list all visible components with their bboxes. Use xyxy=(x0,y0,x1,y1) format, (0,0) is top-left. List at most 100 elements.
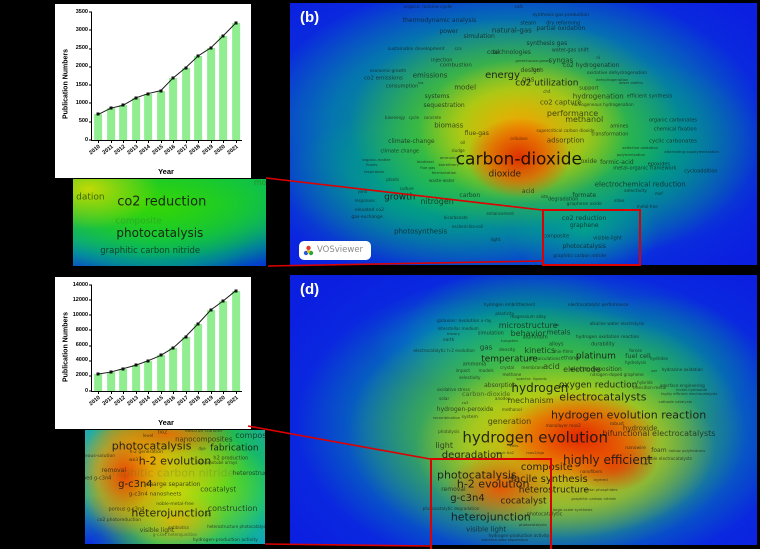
term: co2 emissions xyxy=(363,75,403,82)
term: hydrolysis xyxy=(625,359,647,365)
term: synthesis gas xyxy=(526,39,568,47)
bar xyxy=(144,360,153,391)
term: tio2 xyxy=(157,430,168,436)
term: generation xyxy=(487,417,532,427)
x-axis-tick-label: 2011 xyxy=(101,144,115,157)
y-axis-tick xyxy=(89,84,92,86)
bar xyxy=(94,114,103,140)
term: foam xyxy=(651,446,667,454)
term: graphene xyxy=(569,221,599,229)
x-axis-tick-label: 2012 xyxy=(113,395,127,408)
bar xyxy=(169,77,178,140)
x-axis-tick xyxy=(198,391,200,394)
term: polymerization xyxy=(616,152,646,158)
plot-area: 0 2000 4000 6000 8000 10000 12000 14000 2010 2011… xyxy=(73,282,242,407)
x-axis-tick-label: 2011 xyxy=(101,395,115,408)
term: degradation xyxy=(441,449,503,461)
term: absorption xyxy=(484,381,517,389)
vosviewer-label: VOSviewer xyxy=(317,245,364,256)
term: ni xyxy=(596,55,601,61)
term: visible-light xyxy=(593,235,622,242)
term: alternating copolymerization xyxy=(664,149,719,155)
bar xyxy=(94,373,103,391)
term: chemical fixation xyxy=(653,126,697,133)
term: metals xyxy=(546,328,571,337)
data-point-marker xyxy=(146,359,150,363)
data-point-marker xyxy=(184,335,188,338)
term: co2 hydrogenation xyxy=(563,61,620,69)
term: co2 xyxy=(461,400,469,406)
y-axis-tick-label: 3000 xyxy=(75,26,88,33)
term: carbon-dioxide xyxy=(455,149,582,170)
term: removal xyxy=(101,467,127,475)
term: hydrogen-production activity xyxy=(488,532,550,538)
term: recombination xyxy=(432,415,461,421)
term: oxidative dehydrogenation xyxy=(586,70,648,76)
term: models xyxy=(478,367,494,373)
y-axis-tick xyxy=(89,329,92,331)
term: hydrogen evolution xyxy=(462,428,608,447)
term: flue-gas xyxy=(464,130,489,137)
x-axis-tick-label: 2014 xyxy=(138,144,152,157)
term: epoxides xyxy=(647,161,671,168)
x-axis-tick xyxy=(235,391,237,394)
term: ch4 xyxy=(543,89,551,95)
data-point-marker xyxy=(209,46,213,50)
data-point-marker xyxy=(159,353,163,357)
term: electrode xyxy=(563,364,601,374)
term: fluxes xyxy=(366,162,378,168)
term: methanol xyxy=(565,114,604,124)
term: cycle xyxy=(408,115,419,121)
term: heterostructure photocatalysts xyxy=(207,523,265,529)
vosviewer-logo: VOSviewer xyxy=(299,241,372,260)
term: plants xyxy=(386,176,400,182)
term: light xyxy=(490,238,501,244)
term: carbon xyxy=(459,191,481,199)
bar xyxy=(156,90,165,140)
term: fuels xyxy=(531,67,544,74)
term: sustainable development xyxy=(387,46,445,52)
term: composite xyxy=(520,462,573,474)
term: noble-metal-free xyxy=(156,501,194,507)
term: cellulose xyxy=(510,136,528,142)
term: dft calculations xyxy=(528,355,561,361)
bar xyxy=(231,22,240,140)
y-axis-tick-label: 3500 xyxy=(75,8,88,15)
highlight-box-d xyxy=(430,458,552,549)
term: transition-metal xyxy=(632,385,667,391)
term: solar xyxy=(439,396,450,402)
term: density xyxy=(498,347,516,353)
term: nio xyxy=(553,322,560,328)
data-point-marker xyxy=(121,367,125,371)
term: charge separation xyxy=(145,480,201,488)
term: cocatalyst xyxy=(500,496,547,507)
x-axis-tick-label: 2021 xyxy=(226,395,240,408)
term: simulation xyxy=(477,330,504,337)
term: sludge xyxy=(451,148,465,154)
term: coal xyxy=(486,48,500,56)
term: acid xyxy=(543,361,560,371)
term: design xyxy=(520,67,541,75)
x-axis-tick-label: 2010 xyxy=(88,395,102,408)
y-axis-tick xyxy=(89,360,92,362)
term: tungsten xyxy=(501,338,518,344)
term: g-c3n4 heterojunction xyxy=(152,531,198,537)
x-axis-tick xyxy=(98,391,100,394)
term: ligands xyxy=(533,376,547,382)
term: thin-films xyxy=(553,348,574,354)
x-axis-tick xyxy=(235,140,237,143)
term: partial oxidation xyxy=(536,25,586,33)
x-axis-tick xyxy=(160,391,162,394)
term: acid xyxy=(521,187,535,195)
term: level xyxy=(142,433,154,439)
term: hydrogen-production activity xyxy=(192,537,258,543)
term: mof xyxy=(655,191,663,197)
data-point-marker xyxy=(121,103,125,107)
term: organic rankine cycle xyxy=(403,4,452,10)
data-point-marker xyxy=(196,322,200,326)
term: co2 reduction xyxy=(117,194,207,210)
x-axis-tick xyxy=(123,391,125,394)
term: photolysis xyxy=(438,428,460,434)
vosviewer-icon xyxy=(303,245,314,256)
term: cells xyxy=(509,443,519,449)
